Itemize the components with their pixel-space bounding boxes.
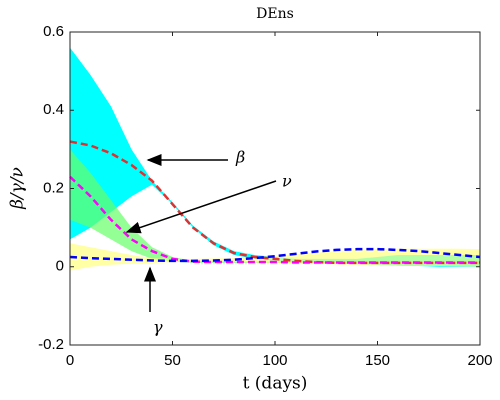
series-line <box>69 175 480 264</box>
y-tick-label: 0.6 <box>43 23 64 40</box>
annotation-arrow <box>125 180 277 234</box>
series-line <box>69 247 481 263</box>
chart-title: DEns <box>256 6 294 22</box>
x-tick-label: 150 <box>365 352 390 369</box>
y-tick-label: 0 <box>56 258 64 275</box>
x-tick-label: 100 <box>262 352 287 369</box>
x-tick-label: 200 <box>467 352 492 369</box>
x-tick-label: 50 <box>164 352 181 369</box>
series-line <box>69 140 480 265</box>
y-tick-label: 0.4 <box>43 101 64 118</box>
annotation: γ <box>153 318 163 337</box>
y-axis-label: β/γ/ν <box>8 167 28 210</box>
y-tick-label: 0.2 <box>43 179 64 196</box>
y-tick-label: -0.2 <box>38 336 64 353</box>
x-tick-label: 0 <box>66 352 74 369</box>
plot-area <box>69 47 481 271</box>
annotation: ν <box>282 172 292 191</box>
annotation: β <box>235 148 245 167</box>
x-axis-label: t (days) <box>243 374 308 394</box>
